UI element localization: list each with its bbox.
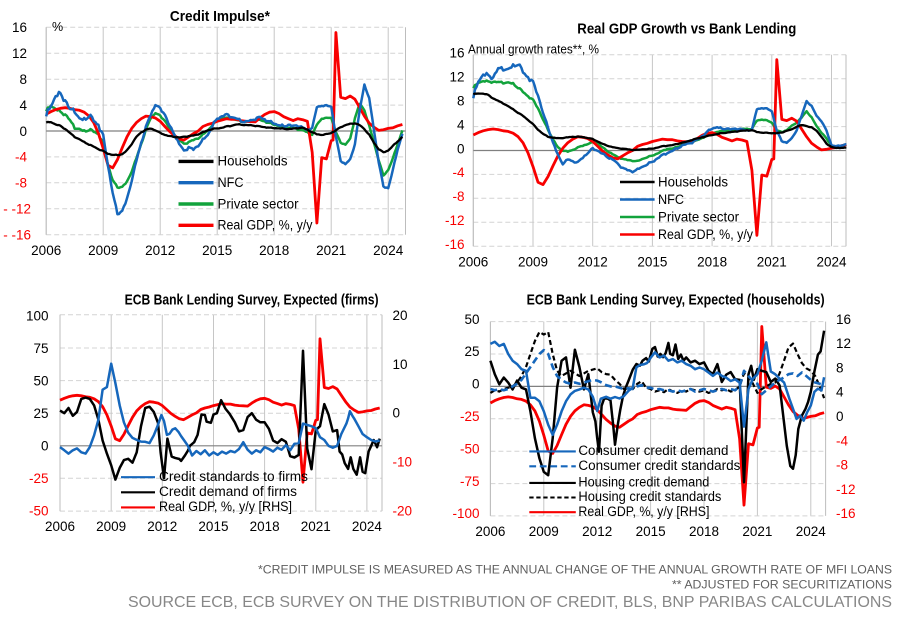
svg-text:-12: -12 [836,482,856,497]
svg-text:4: 4 [457,117,465,132]
svg-text:0: 0 [393,406,401,421]
svg-text:2012: 2012 [147,519,177,534]
svg-text:2021: 2021 [316,243,346,258]
svg-text:SOURCE ECB, ECB SURVEY ON THE: SOURCE ECB, ECB SURVEY ON THE DISTRIBUTI… [128,594,892,611]
svg-text:-12: -12 [445,213,465,228]
svg-text:2009: 2009 [96,519,126,534]
svg-text:16: 16 [449,46,464,61]
svg-text:-4: -4 [15,150,27,165]
svg-text:2015: 2015 [636,524,666,539]
svg-text:2009: 2009 [518,254,548,269]
svg-text:-4: -4 [836,433,848,448]
svg-text:-20: -20 [393,503,413,518]
svg-text:12: 12 [449,70,464,85]
svg-text:4: 4 [836,385,844,400]
svg-text:ECB Bank Lending Survey, Expec: ECB Bank Lending Survey, Expected (house… [527,292,825,309]
svg-text:8: 8 [457,93,465,108]
svg-text:2012: 2012 [145,243,175,258]
svg-text:2024: 2024 [796,524,827,539]
svg-text:8: 8 [19,72,27,87]
svg-text:-8: -8 [15,176,27,191]
svg-text:2012: 2012 [578,254,608,269]
svg-text:2015: 2015 [202,243,232,258]
svg-text:25: 25 [33,406,48,421]
svg-text:16: 16 [836,312,851,327]
svg-text:2006: 2006 [458,254,488,269]
svg-text:4: 4 [19,98,27,113]
svg-text:Households: Households [218,154,288,169]
svg-text:Credit standards to firms: Credit standards to firms [159,469,308,484]
svg-text:100: 100 [26,308,49,323]
svg-text:2015: 2015 [637,254,667,269]
svg-text:2009: 2009 [88,243,118,258]
svg-text:2018: 2018 [250,519,280,534]
svg-text:2006: 2006 [475,524,505,539]
svg-text:-8: -8 [836,458,848,473]
svg-text:2012: 2012 [582,524,612,539]
svg-text:-16: -16 [836,506,856,521]
svg-text:Annual growth rates**, %: Annual growth rates**, % [468,42,599,56]
svg-text:Real GDP, %, y/y [RHS]: Real GDP, %, y/y [RHS] [578,504,709,519]
svg-text:-10: -10 [393,454,413,469]
svg-text:Credit Impulse*: Credit Impulse* [170,8,270,25]
svg-text:50: 50 [33,373,48,388]
svg-text:Private sector: Private sector [658,209,739,224]
svg-text:2024: 2024 [373,243,404,258]
svg-text:2006: 2006 [31,243,61,258]
svg-text:Real GDP Growth vs Bank Lendin: Real GDP Growth vs Bank Lending [577,21,796,38]
svg-text:12: 12 [12,46,27,61]
svg-text:-25: -25 [460,409,480,424]
svg-text:*CREDIT IMPULSE IS MEASURED AS: *CREDIT IMPULSE IS MEASURED AS THE ANNUA… [258,563,892,577]
svg-text:2021: 2021 [757,254,787,269]
svg-text:2024: 2024 [816,254,847,269]
svg-text:-25: -25 [29,471,49,486]
svg-text:0: 0 [836,409,844,424]
svg-text:-4: -4 [452,165,464,180]
svg-text:-8: -8 [452,189,464,204]
svg-text:2021: 2021 [301,519,331,534]
svg-text:Housing credit standards: Housing credit standards [578,489,721,504]
svg-text:2024: 2024 [352,519,383,534]
svg-text:-50: -50 [29,504,49,519]
svg-text:NFC: NFC [218,175,244,190]
svg-text:0: 0 [41,439,49,454]
svg-text:- -16: - -16 [3,227,31,242]
svg-text:-16: -16 [445,237,465,252]
svg-text:75: 75 [33,341,48,356]
svg-text:-50: -50 [460,441,480,456]
svg-text:0: 0 [472,377,480,392]
svg-text:Real GDP, %, y/y: Real GDP, %, y/y [218,218,313,233]
svg-text:ECB Bank Lending Survey, Expec: ECB Bank Lending Survey, Expected (firms… [125,292,379,309]
svg-text:Consumer credit demand: Consumer credit demand [578,443,728,458]
svg-text:10: 10 [393,357,408,372]
svg-text:2015: 2015 [198,519,228,534]
svg-text:- -12: - -12 [3,202,31,217]
svg-text:2009: 2009 [529,524,559,539]
svg-text:2018: 2018 [689,524,719,539]
svg-text:16: 16 [12,20,27,35]
svg-text:0: 0 [457,141,465,156]
svg-text:** ADJUSTED FOR SECURITIZATION: ** ADJUSTED FOR SECURITIZATIONS [672,578,892,592]
svg-text:Real GDP, %, y/y: Real GDP, %, y/y [658,227,753,242]
svg-text:0: 0 [19,124,27,139]
svg-text:2021: 2021 [742,524,772,539]
svg-text:-75: -75 [460,474,480,489]
svg-text:-100: -100 [452,506,479,521]
svg-text:2018: 2018 [697,254,727,269]
svg-text:2018: 2018 [259,243,289,258]
svg-text:8: 8 [836,360,844,375]
svg-text:NFC: NFC [658,192,684,207]
svg-text:Households: Households [658,174,728,189]
svg-text:12: 12 [836,336,851,351]
svg-text:Housing credit demand: Housing credit demand [578,475,709,490]
svg-text:Consumer credit standards: Consumer credit standards [578,458,740,473]
svg-text:2006: 2006 [45,519,75,534]
svg-text:25: 25 [464,344,479,359]
svg-text:Real GDP, %, y/y [RHS]: Real GDP, %, y/y [RHS] [159,499,292,514]
svg-text:Private sector: Private sector [218,196,299,211]
svg-text:%: % [52,20,63,34]
svg-text:20: 20 [393,308,408,323]
svg-text:50: 50 [464,312,479,327]
svg-text:Credit demand of firms: Credit demand of firms [159,484,297,499]
